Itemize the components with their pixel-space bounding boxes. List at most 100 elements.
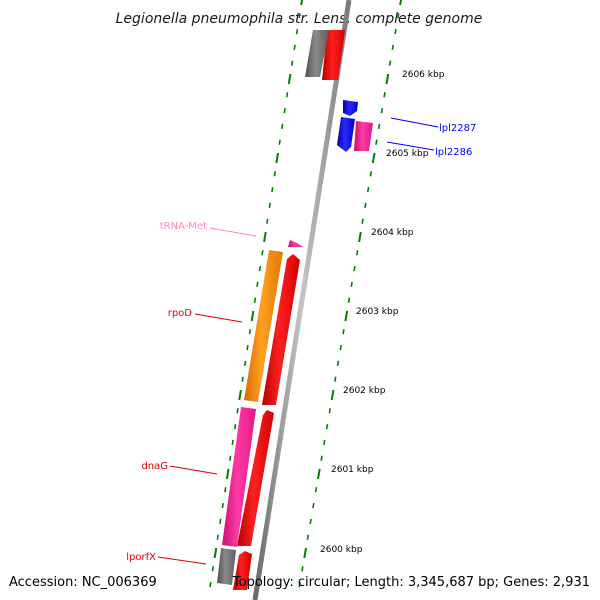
tick-mark	[211, 566, 215, 572]
cds-grey-top[interactable]	[305, 30, 329, 77]
cds-dnag[interactable]	[222, 407, 256, 547]
tick-mark	[229, 455, 232, 461]
tick-mark	[317, 468, 321, 480]
leader-line	[386, 141, 435, 151]
tick-mark	[281, 123, 284, 130]
tick-mark	[219, 518, 222, 525]
tick-mark	[273, 171, 276, 177]
reverse-strand-features	[217, 30, 329, 585]
tick-label: 2603 kbp	[356, 307, 399, 317]
scale-labels: 2606 kbp 2605 kbp 2604 kbp 2603 kbp 2602…	[320, 70, 445, 555]
tick-mark	[221, 502, 224, 509]
tick-mark	[248, 329, 252, 335]
tick-mark	[361, 218, 364, 224]
tick-mark	[320, 455, 323, 461]
tick-mark	[234, 423, 237, 430]
tick-mark	[385, 73, 390, 85]
accession-text: Accession: NC_006369	[9, 575, 157, 590]
gene-label-lpl2286[interactable]: lpl2286	[435, 147, 472, 158]
tick-mark	[295, 28, 299, 35]
tick-mark	[342, 329, 345, 335]
cds-rpod[interactable]	[244, 250, 283, 402]
tick-mark	[303, 547, 307, 559]
cds-lporfx[interactable]	[217, 548, 236, 585]
tick-mark	[364, 202, 367, 209]
tick-mark	[399, 0, 403, 6]
tick-label: 2605 kbp	[386, 149, 429, 159]
gene-label-dnag[interactable]: dnaG	[141, 461, 168, 472]
tick-mark	[287, 73, 292, 85]
tick-mark	[236, 408, 239, 414]
tick-mark	[246, 344, 249, 351]
tick-mark	[369, 171, 373, 177]
tick-label: 2601 kbp	[331, 465, 374, 475]
tick-mark	[258, 265, 262, 272]
gene-label-rpod[interactable]: rpoD	[168, 308, 193, 319]
leader-line	[157, 556, 207, 565]
tick-mark	[301, 566, 304, 572]
tick-mark	[261, 250, 264, 256]
inner-tick-track	[209, 0, 304, 588]
tick-mark	[293, 44, 296, 51]
tick-mark	[271, 186, 274, 193]
gene-label-lpl2287[interactable]: lpl2287	[439, 123, 476, 134]
tick-mark	[290, 60, 294, 66]
tick-mark	[268, 202, 271, 209]
tick-mark	[250, 310, 255, 322]
tick-mark	[256, 281, 259, 288]
cds-rpod-partner[interactable]	[262, 254, 300, 405]
tick-mark	[394, 28, 397, 35]
tick-mark	[391, 44, 394, 51]
tick-mark	[213, 547, 218, 559]
tick-mark	[300, 0, 304, 6]
cds-lpl2287[interactable]	[343, 100, 358, 116]
tick-mark	[278, 139, 281, 145]
tick-mark	[275, 152, 279, 164]
tick-mark	[356, 250, 359, 256]
tick-mark	[263, 231, 267, 243]
tick-mark	[328, 408, 331, 414]
tick-mark	[283, 107, 286, 114]
forward-strand-features	[233, 30, 373, 590]
tick-mark	[298, 581, 301, 588]
cds-lpl2286-partner[interactable]	[354, 121, 373, 151]
tick-mark	[216, 534, 219, 540]
cds-lpl2286[interactable]	[337, 117, 355, 152]
leader-line	[194, 313, 243, 323]
genome-backbone	[252, 0, 352, 600]
tick-mark	[375, 139, 378, 145]
tick-mark	[325, 423, 329, 430]
tick-mark	[380, 107, 384, 114]
tick-mark	[344, 310, 349, 322]
tick-mark	[330, 389, 335, 401]
tick-mark	[266, 218, 269, 224]
cds-dnag-partner[interactable]	[237, 410, 274, 546]
tick-mark	[309, 518, 312, 525]
summary-text: Topology: circular; Length: 3,345,687 bp…	[232, 575, 590, 590]
tick-mark	[241, 376, 244, 382]
gene-label-lporfx[interactable]: lporfX	[126, 552, 156, 563]
map-title: Legionella pneumophila str. Lens, comple…	[116, 11, 483, 27]
tick-mark	[312, 502, 315, 509]
tick-mark	[388, 60, 392, 66]
tick-mark	[231, 439, 234, 446]
tick-mark	[314, 487, 318, 493]
trna-met-feature[interactable]	[288, 240, 303, 247]
tick-mark	[383, 92, 386, 98]
outer-tick-track	[298, 0, 403, 588]
tick-mark	[358, 231, 362, 243]
cds-arrow[interactable]	[322, 30, 345, 80]
tick-mark	[285, 92, 289, 98]
tick-mark	[339, 344, 342, 351]
tick-mark	[323, 439, 326, 446]
tick-mark	[224, 487, 227, 493]
tick-mark	[243, 360, 247, 367]
gene-label-trna-met[interactable]: tRNA-Met	[160, 221, 207, 232]
gene-labels: lpl2287 lpl2286 tRNA-Met rpoD dnaG lporf…	[126, 117, 476, 565]
tick-mark	[353, 265, 356, 272]
tick-label: 2602 kbp	[343, 386, 386, 396]
cds-lporfx-partner[interactable]	[233, 551, 252, 590]
tick-mark	[350, 281, 353, 288]
leader-line	[390, 117, 439, 128]
